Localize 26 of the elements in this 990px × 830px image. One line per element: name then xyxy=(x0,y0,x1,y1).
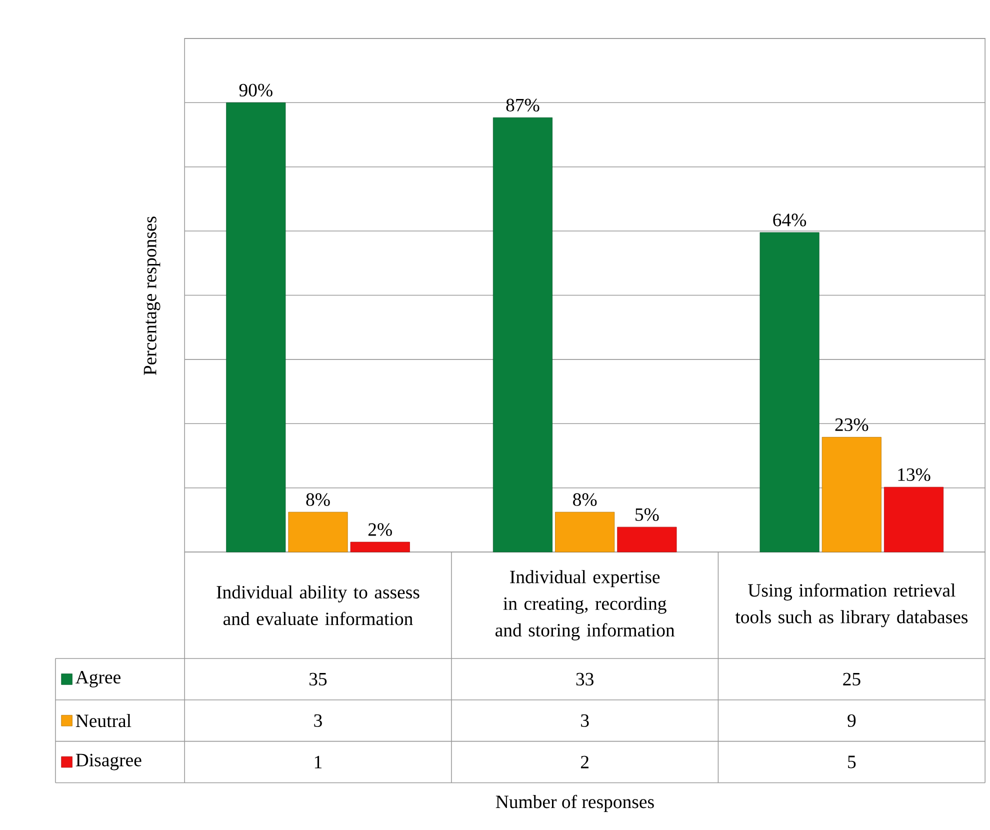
data-label: 90% xyxy=(239,84,272,97)
data-label: 5% xyxy=(636,508,659,521)
legend-label: Neutral xyxy=(76,714,132,728)
x-tick-label: Individual ability to assess and evaluate information xyxy=(216,585,420,626)
data-label: 87% xyxy=(506,98,540,112)
text: 9 xyxy=(848,714,856,727)
text: 3 xyxy=(314,714,322,727)
text: 33 xyxy=(576,672,594,686)
text: 2 xyxy=(580,756,588,768)
text: 5 xyxy=(848,756,856,768)
x-tick-label: Using information retrieval tools such as library databases xyxy=(735,583,968,628)
text: 25 xyxy=(843,672,860,686)
y-axis-title: Percentage responses xyxy=(144,216,160,375)
data-label: 13% xyxy=(898,468,930,481)
x-tick-label: Individual expertise in creating, recording and storing information xyxy=(496,570,675,640)
data-label: 23% xyxy=(835,418,868,432)
text: 3 xyxy=(581,714,589,727)
legend-label: Disagree xyxy=(76,754,142,770)
data-label: 64% xyxy=(773,214,806,226)
text: Number of responses xyxy=(496,794,654,812)
text: 35 xyxy=(310,672,327,686)
data-label: 8% xyxy=(306,493,330,506)
data-label: 2% xyxy=(368,523,392,536)
data-label: 8% xyxy=(573,493,597,506)
legend-label: Agree xyxy=(76,670,120,688)
text: 1 xyxy=(314,756,322,768)
